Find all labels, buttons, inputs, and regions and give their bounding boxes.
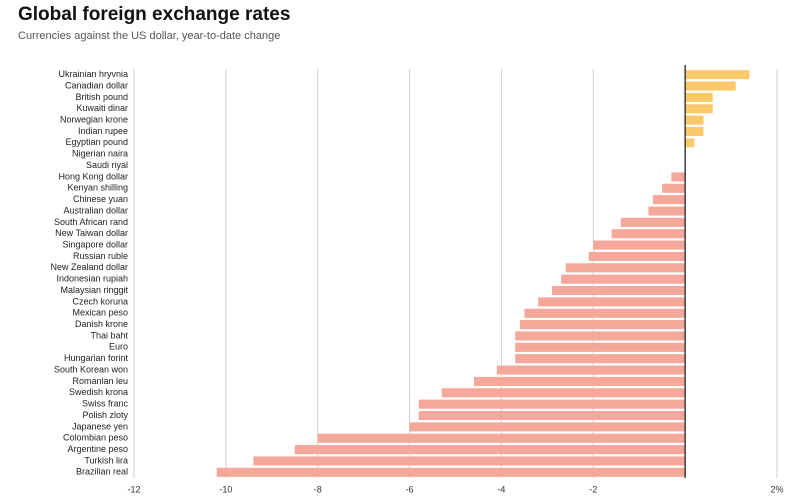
category-label: Ukrainian hryvnia: [58, 69, 128, 79]
bar: [685, 138, 695, 148]
category-label: Malaysian ringgit: [60, 285, 128, 295]
bar: [565, 263, 686, 273]
category-label: Nigerian naira: [72, 149, 128, 159]
x-tick-label: 2%: [770, 484, 783, 494]
category-label: Colombian peso: [63, 433, 128, 443]
chart-subtitle: Currencies against the US dollar, year-t…: [18, 30, 280, 42]
category-label: Indian rupee: [78, 126, 128, 136]
category-label: New Taiwan dollar: [55, 228, 128, 238]
category-label: Japanese yen: [72, 421, 128, 431]
bar: [216, 467, 686, 477]
category-label: Czech koruna: [72, 296, 128, 306]
bar: [294, 445, 686, 455]
category-label: Norwegian krone: [60, 115, 128, 125]
bar: [524, 308, 686, 318]
bar: [588, 251, 686, 262]
x-tick-label: -2: [589, 484, 597, 494]
bar: [515, 342, 686, 352]
category-label: Swedish krona: [69, 387, 128, 397]
bar: [418, 410, 686, 421]
category-label: Russian ruble: [73, 251, 128, 261]
category-label: British pound: [75, 92, 128, 102]
bar: [685, 92, 713, 102]
bar: [515, 331, 686, 341]
bar: [685, 81, 736, 91]
bar: [593, 240, 686, 250]
bar: [648, 206, 686, 216]
category-label: Hungarian forint: [64, 353, 129, 363]
category-label: Romanian leu: [72, 376, 128, 386]
category-label: Brazilian real: [76, 467, 128, 477]
category-label: Argentine peso: [67, 444, 128, 454]
category-label: Australian dollar: [63, 205, 128, 215]
chart-title: Global foreign exchange rates: [18, 4, 290, 25]
bar: [253, 456, 686, 466]
bar: [685, 126, 704, 137]
bar: [662, 183, 686, 193]
bar: [561, 274, 686, 284]
bar: [611, 229, 686, 239]
bar: [409, 422, 686, 432]
bar: [685, 104, 713, 114]
category-label: Hong Kong dollar: [58, 171, 128, 181]
bar: [685, 70, 750, 80]
category-label: Canadian dollar: [65, 80, 128, 90]
x-tick-label: -8: [314, 484, 322, 494]
bar: [418, 399, 686, 409]
bar: [652, 195, 686, 205]
bar: [441, 388, 686, 398]
bars: [216, 70, 750, 477]
category-label: Egyptian pound: [65, 137, 128, 147]
category-label: Indonesian rupiah: [56, 274, 128, 284]
x-tick-label: -6: [406, 484, 414, 494]
category-label: Turkish lira: [84, 455, 128, 465]
x-tick-label: -10: [219, 484, 232, 494]
bar: [620, 217, 686, 227]
bar: [473, 376, 686, 386]
bar: [317, 433, 686, 443]
grid: [133, 69, 778, 478]
category-label: Polish zloty: [82, 410, 128, 420]
category-label: South Korean won: [54, 364, 128, 374]
category-label: Kenyan shilling: [67, 183, 128, 193]
category-label: Swiss franc: [82, 399, 129, 409]
category-label: Saudi riyal: [86, 160, 128, 170]
bar: [515, 354, 686, 364]
x-tick-label: -4: [497, 484, 505, 494]
bar: [671, 172, 686, 182]
bar: [538, 297, 686, 307]
x-tick-label: -12: [127, 484, 140, 494]
category-label: Danish krone: [75, 319, 128, 329]
category-label: Mexican peso: [72, 308, 128, 318]
category-label: New Zealand dollar: [50, 262, 128, 272]
bar: [685, 115, 704, 125]
category-label: Kuwaiti dinar: [76, 103, 128, 113]
category-label: South African rand: [54, 217, 128, 227]
category-label: Singapore dollar: [62, 239, 128, 249]
category-label: Chinese yuan: [73, 194, 128, 204]
category-label: Thai baht: [90, 330, 128, 340]
bar: [519, 320, 686, 330]
category-label: Euro: [109, 342, 128, 352]
bar: [551, 285, 686, 296]
bar: [496, 365, 686, 375]
